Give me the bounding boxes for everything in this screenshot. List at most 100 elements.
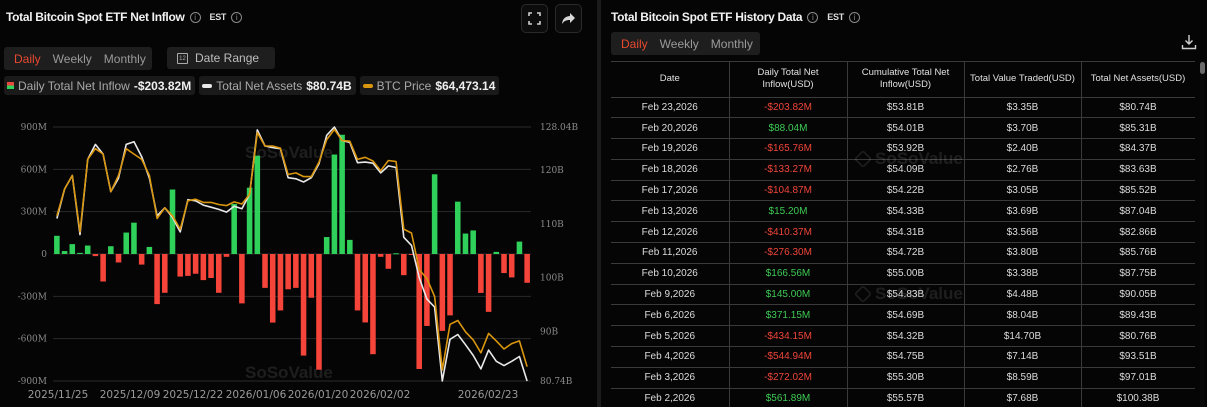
inflow-bar[interactable]	[269, 254, 276, 323]
inflow-bar[interactable]	[439, 254, 446, 331]
table-row[interactable]: Feb 12,2026 -$410.37M $54.31B $3.56B $82.86B	[611, 221, 1195, 244]
tab-monthly[interactable]: Monthly	[710, 36, 753, 51]
inflow-bar[interactable]	[377, 254, 384, 257]
inflow-bar[interactable]	[277, 254, 284, 311]
net-assets-line[interactable]	[56, 126, 528, 382]
inflow-bar[interactable]	[123, 232, 130, 254]
col-cumulative-inflow[interactable]: Cumulative Total Net Inflow(USD)	[847, 62, 965, 98]
inflow-bar[interactable]	[262, 254, 268, 288]
tab-daily[interactable]: Daily	[621, 36, 648, 51]
inflow-bar[interactable]	[454, 201, 461, 254]
share-button[interactable]	[555, 4, 582, 33]
fullscreen-button[interactable]	[521, 4, 548, 33]
inflow-bar[interactable]	[493, 251, 500, 254]
net-inflow-chart[interactable]: 900M 600M 300M 0 -300M -600M -900M 128.04B 120B 1…	[0, 110, 597, 407]
inflow-bar[interactable]	[92, 254, 99, 257]
inflow-bar[interactable]	[162, 254, 168, 293]
table-row[interactable]: Feb 2,2026 $561.89M $55.57B $7.68B $100.38B	[611, 388, 1195, 407]
inflow-bar[interactable]	[285, 254, 291, 290]
inflow-bar[interactable]	[447, 254, 453, 316]
inflow-bar[interactable]	[254, 155, 261, 254]
inflow-bar[interactable]	[424, 254, 430, 326]
inflow-bar[interactable]	[138, 254, 145, 265]
col-value-traded[interactable]: Total Value Traded(USD)	[964, 62, 1082, 98]
legend-btc-price[interactable]: BTC Price $64,473.14	[359, 76, 500, 95]
inflow-bar[interactable]	[354, 254, 361, 311]
inflow-bar[interactable]	[200, 254, 207, 281]
inflow-bar[interactable]	[300, 254, 307, 356]
inflow-bar[interactable]	[501, 254, 507, 274]
col-net-assets[interactable]: Total Net Assets(USD)	[1081, 62, 1195, 98]
inflow-bar[interactable]	[246, 187, 253, 254]
inflow-bar[interactable]	[108, 246, 114, 254]
timezone-info-icon[interactable]: i	[848, 11, 860, 23]
inflow-bar[interactable]	[177, 254, 183, 277]
inflow-bar[interactable]	[323, 237, 330, 254]
table-row[interactable]: Feb 19,2026 -$165.76M $53.92B $2.40B $84.37B	[611, 138, 1195, 160]
inflow-bar[interactable]	[131, 222, 137, 254]
info-icon[interactable]: i	[189, 11, 201, 23]
inflow-bar[interactable]	[516, 241, 523, 254]
tab-weekly[interactable]: Weekly	[52, 51, 92, 66]
inflow-bar[interactable]	[524, 254, 530, 283]
col-daily-inflow[interactable]: Daily Total Net Inflow(USD)	[729, 62, 848, 98]
inflow-bar[interactable]	[169, 189, 176, 254]
inflow-bar[interactable]	[508, 254, 515, 278]
inflow-bar[interactable]	[84, 245, 91, 254]
inflow-bar[interactable]	[478, 254, 484, 293]
inflow-bar[interactable]	[192, 254, 199, 274]
table-scrollbar-thumb[interactable]	[1200, 62, 1205, 74]
inflow-bar[interactable]	[115, 254, 122, 263]
table-row[interactable]: Feb 11,2026 -$276.30M $54.72B $3.80B $85.76B	[611, 242, 1195, 264]
inflow-bar[interactable]	[223, 254, 230, 257]
table-row[interactable]: Feb 20,2026 $88.04M $54.01B $3.70B $85.31B	[611, 117, 1195, 140]
inflow-bar[interactable]	[462, 233, 469, 254]
inflow-bar[interactable]	[61, 251, 68, 254]
inflow-bar[interactable]	[293, 254, 299, 288]
inflow-bar[interactable]	[370, 254, 376, 355]
table-row[interactable]: Feb 18,2026 -$133.27M $54.09B $2.76B $83.63B	[611, 159, 1195, 181]
table-row[interactable]: Feb 6,2026 $371.15M $54.69B $8.04B $89.43B	[611, 304, 1195, 327]
date-range-button[interactable]: 12 Date Range	[167, 47, 275, 69]
inflow-bar[interactable]	[485, 254, 492, 312]
inflow-bar[interactable]	[331, 154, 338, 254]
inflow-bar[interactable]	[347, 239, 353, 254]
table-row[interactable]: Feb 9,2026 $145.00M $54.83B $4.48B $90.05B	[611, 284, 1195, 306]
legend-daily-inflow[interactable]: Daily Total Net Inflow -$203.82M	[4, 76, 196, 95]
info-icon[interactable]: i	[807, 11, 819, 23]
table-scrollbar[interactable]	[1200, 61, 1205, 407]
tab-daily[interactable]: Daily	[14, 51, 41, 66]
inflow-bar[interactable]	[69, 244, 76, 254]
table-row[interactable]: Feb 23,2026 -$203.82M $53.81B $3.35B $80.74B	[611, 97, 1195, 119]
inflow-bar[interactable]	[185, 254, 191, 276]
inflow-bar[interactable]	[470, 230, 476, 254]
legend-total-net-assets[interactable]: Total Net Assets $80.74B	[199, 76, 356, 95]
inflow-bar[interactable]	[100, 254, 106, 282]
table-row[interactable]: Feb 10,2026 $166.56M $55.00B $3.38B $87.75B	[611, 263, 1195, 285]
inflow-bar[interactable]	[431, 174, 438, 254]
col-date[interactable]: Date	[611, 62, 730, 98]
tab-weekly[interactable]: Weekly	[659, 36, 699, 51]
inflow-bar[interactable]	[362, 254, 369, 323]
table-row[interactable]: Feb 13,2026 $15.20M $54.33B $3.69B $87.04B	[611, 200, 1195, 223]
inflow-bar[interactable]	[77, 252, 83, 254]
inflow-bar[interactable]	[401, 254, 407, 276]
table-row[interactable]: Feb 17,2026 -$104.87M $54.22B $3.05B $85.52B	[611, 180, 1195, 202]
inflow-bar[interactable]	[316, 254, 322, 370]
inflow-bar[interactable]	[154, 254, 160, 305]
inflow-bar[interactable]	[231, 203, 237, 254]
tab-monthly[interactable]: Monthly	[103, 51, 146, 66]
table-row[interactable]: Feb 4,2026 -$544.94M $54.75B $7.14B $93.51B	[611, 346, 1195, 368]
inflow-bar[interactable]	[385, 254, 392, 269]
inflow-bar[interactable]	[146, 246, 153, 254]
inflow-bar[interactable]	[215, 254, 222, 293]
inflow-bar[interactable]	[416, 254, 422, 370]
inflow-bar[interactable]	[54, 235, 60, 254]
inflow-bar[interactable]	[239, 254, 245, 304]
table-row[interactable]: Feb 5,2026 -$434.15M $54.32B $14.70B $80.76B	[611, 325, 1195, 348]
timezone-info-icon[interactable]: i	[231, 11, 243, 23]
inflow-bar[interactable]	[339, 134, 345, 254]
download-button[interactable]	[1181, 34, 1197, 55]
table-row[interactable]: Feb 3,2026 -$272.02M $55.30B $8.59B $97.01B	[611, 367, 1195, 389]
btc-price-line[interactable]	[56, 128, 528, 371]
